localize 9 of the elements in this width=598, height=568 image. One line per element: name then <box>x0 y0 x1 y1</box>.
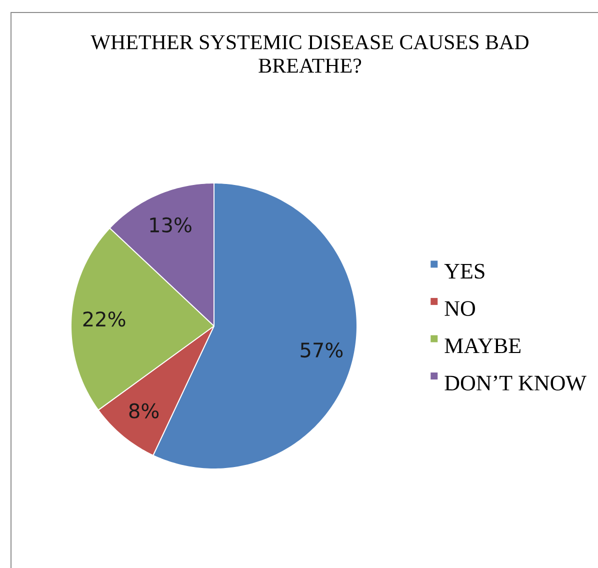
data-label: 57% <box>300 342 343 358</box>
legend-label: MAYBE <box>444 338 520 354</box>
legend-label: NO <box>444 301 476 316</box>
legend-label: YES <box>444 264 484 279</box>
data-label: 8% <box>129 403 159 418</box>
chart-title: WHETHER SYSTEMIC DISEASE CAUSES BAD BREATHE? <box>90 35 528 73</box>
legend-label: DON’T KNOW <box>444 376 586 391</box>
data-label: 22% <box>83 312 126 327</box>
data-label: 13% <box>150 217 192 232</box>
